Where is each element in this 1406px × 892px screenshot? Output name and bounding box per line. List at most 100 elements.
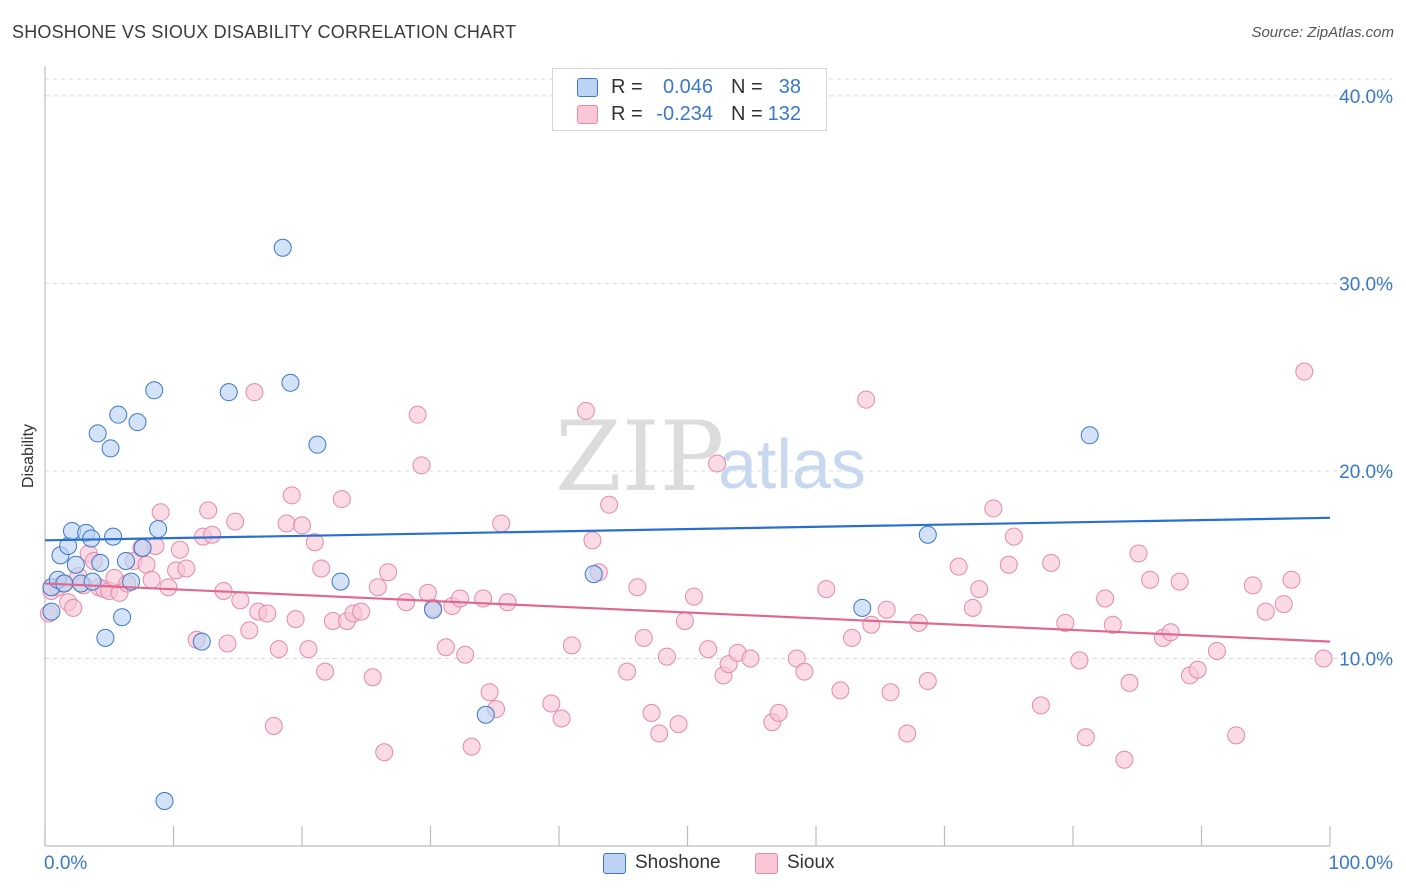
sioux-point — [831, 681, 850, 700]
sioux-point — [1103, 615, 1122, 634]
sioux-point — [269, 640, 288, 659]
sioux-point — [877, 600, 896, 619]
sioux-point — [576, 401, 595, 420]
shoshone-point — [281, 373, 300, 392]
sioux-point — [1314, 649, 1333, 668]
correlation-legend: R = 0.046 N = 38 R = -0.234 N = 132 — [552, 68, 827, 131]
sioux-point — [862, 615, 881, 634]
sioux-points — [39, 362, 1333, 769]
watermark: ZIP atlas — [555, 401, 866, 513]
axes — [44, 66, 1331, 847]
sioux-legend-swatch — [755, 853, 778, 874]
n-value: 132 — [767, 103, 801, 125]
sioux-point — [286, 610, 305, 629]
r-value: -0.234 — [656, 103, 713, 125]
sioux-point — [379, 563, 398, 582]
shoshone-point — [128, 413, 147, 432]
sioux-point — [1096, 589, 1115, 608]
sioux-point — [1274, 595, 1293, 614]
sioux-swatch — [577, 105, 598, 124]
y-tick-label: 20.0% — [1339, 462, 1393, 483]
sioux-point — [1076, 728, 1095, 747]
shoshone-swatch — [577, 78, 598, 97]
sioux-point — [151, 503, 170, 522]
sioux-point — [970, 580, 989, 599]
shoshone-point — [133, 538, 152, 557]
sioux-point — [1188, 660, 1207, 679]
shoshone-legend-swatch — [603, 853, 626, 874]
x-tick-label: 100.0% — [1329, 853, 1394, 874]
sioux-point — [552, 709, 571, 728]
sioux-point — [817, 580, 836, 599]
sioux-point — [542, 694, 561, 713]
shoshone-trend-line — [44, 516, 1331, 542]
sioux-point — [949, 557, 968, 576]
sioux-point — [881, 683, 900, 702]
r-label: R = — [611, 76, 643, 98]
sioux-point — [240, 621, 259, 640]
legend-row-shoshone: R = 0.046 N = 38 — [553, 74, 826, 100]
sioux-point — [418, 583, 437, 602]
shoshone-point — [476, 705, 495, 724]
sioux-point — [316, 662, 335, 681]
sioux-legend-label: Sioux — [787, 852, 835, 873]
sioux-point — [1004, 527, 1023, 546]
shoshone-point — [584, 565, 603, 584]
sioux-point — [312, 559, 331, 578]
gridlines — [45, 78, 1392, 659]
shoshone-point — [109, 405, 128, 424]
sioux-point — [1129, 544, 1148, 563]
sioux-point — [436, 638, 455, 657]
shoshone-point — [273, 238, 292, 257]
x-tick-label: 0.0% — [44, 853, 87, 874]
shoshone-point — [96, 628, 115, 647]
sioux-point — [1161, 623, 1180, 642]
n-value: 38 — [778, 76, 801, 98]
n-label: N = — [731, 76, 763, 98]
sioux-point — [218, 634, 237, 653]
sioux-point — [699, 640, 718, 659]
sioux-point — [462, 737, 481, 756]
legend-row-sioux: R = -0.234 N = 132 — [553, 101, 826, 127]
shoshone-point — [308, 435, 327, 454]
sioux-point — [277, 514, 296, 533]
sioux-point — [675, 611, 694, 630]
shoshone-point — [116, 551, 135, 570]
sioux-point — [203, 525, 222, 544]
shoshone-point — [104, 527, 123, 546]
shoshone-point — [1080, 426, 1099, 445]
sioux-point — [628, 578, 647, 597]
sioux-point — [492, 514, 511, 533]
shoshone-points — [42, 238, 1099, 810]
sioux-point — [1207, 641, 1226, 660]
sioux-point — [451, 589, 470, 608]
watermark-atlas: atlas — [718, 425, 866, 503]
sioux-point — [650, 724, 669, 743]
sioux-point — [741, 649, 760, 668]
y-tick-label: 30.0% — [1339, 274, 1393, 295]
sioux-point — [226, 512, 245, 531]
sioux-point — [918, 671, 937, 690]
shoshone-point — [122, 572, 141, 591]
sioux-point — [795, 662, 814, 681]
sioux-point — [293, 516, 311, 535]
sioux-point — [1042, 553, 1061, 572]
sioux-point — [634, 628, 653, 647]
sioux-point — [769, 703, 788, 722]
sioux-point — [282, 486, 301, 505]
shoshone-point — [88, 424, 107, 443]
sioux-point — [305, 533, 324, 552]
tick-labels: 10.0% 20.0% 30.0% 40.0% 0.0% 100.0% — [44, 87, 1393, 874]
sioux-point — [231, 591, 250, 610]
sioux-point — [898, 724, 917, 743]
sioux-point — [657, 647, 676, 666]
r-label: R = — [611, 103, 643, 125]
sioux-point — [708, 454, 727, 473]
sioux-point — [498, 593, 517, 612]
sioux-point — [669, 715, 688, 734]
sioux-point — [1115, 750, 1134, 769]
sioux-point — [857, 390, 876, 409]
sioux-point — [412, 456, 431, 475]
sioux-point — [642, 703, 661, 722]
sioux-point — [258, 604, 277, 623]
